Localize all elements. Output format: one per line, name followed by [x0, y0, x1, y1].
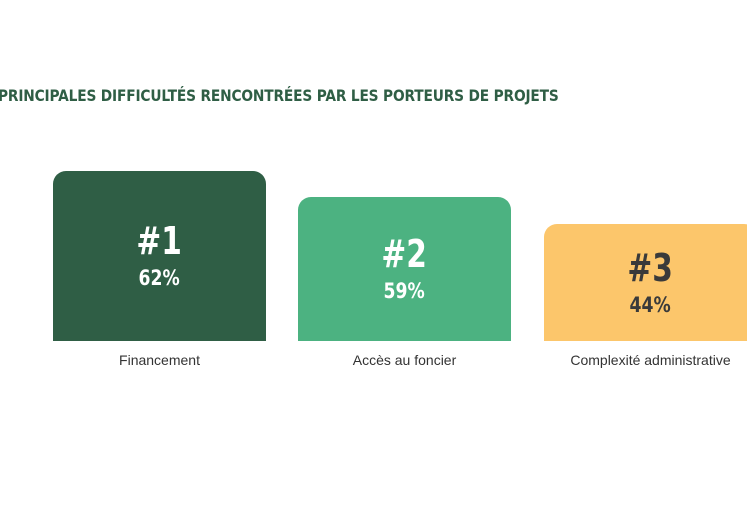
bar-acces-foncier: #2 59%	[298, 197, 511, 341]
percent-value: 59%	[383, 279, 426, 303]
rank-value: #3	[627, 245, 674, 290]
rank-value: #1	[136, 219, 183, 263]
percent-value: 44%	[629, 292, 672, 317]
category-label: Accès au foncier	[352, 352, 457, 368]
bar-complexite-administrative: #3 44%	[544, 224, 747, 341]
rank-value: #2	[381, 232, 428, 276]
chart-title: PRINCIPALES DIFFICULTÉS RENCONTRÉES PAR …	[0, 86, 559, 105]
category-label: Financement	[119, 352, 200, 368]
bar-financement: #1 62%	[53, 171, 266, 341]
category-label: Complexité administrative	[570, 352, 731, 368]
percent-value: 62%	[138, 266, 181, 290]
